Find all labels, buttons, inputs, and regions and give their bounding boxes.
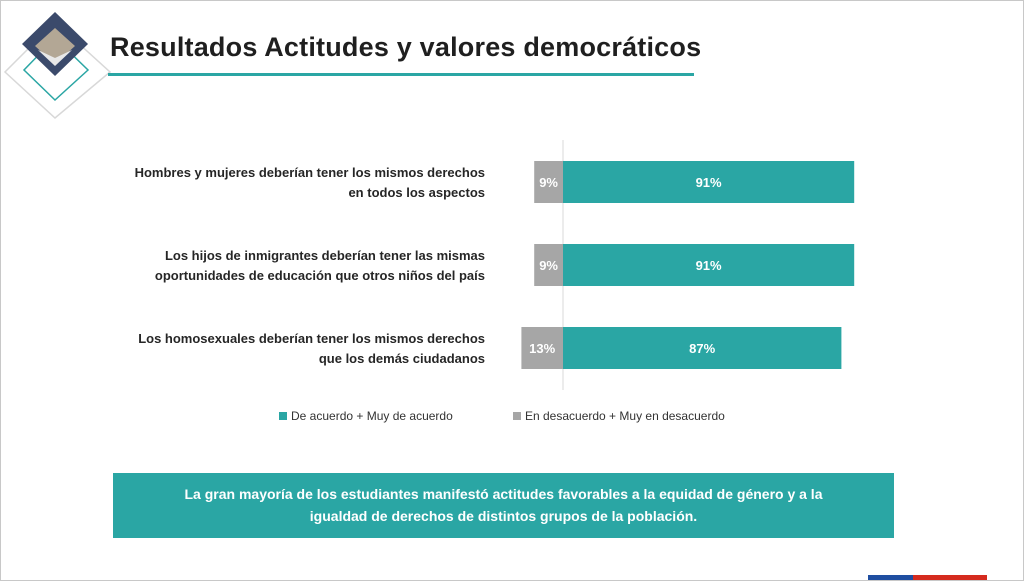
bar-label-disagree: 13% xyxy=(529,341,555,356)
bar-disagree xyxy=(534,161,563,203)
category-label: Los hijos de inmigrantes deberían tener … xyxy=(155,248,485,283)
legend-label-agree: De acuerdo + Muy de acuerdo xyxy=(291,409,453,423)
bar-label-agree: 87% xyxy=(689,341,715,356)
title-underline xyxy=(108,73,694,76)
category-label-line: Los homosexuales deberían tener los mism… xyxy=(138,331,485,346)
bar-label-agree: 91% xyxy=(696,175,722,190)
bar-label-disagree: 9% xyxy=(539,175,558,190)
flag-stripe-blue xyxy=(868,575,913,580)
diverging-bar-chart: Hombres y mujeres deberían tener los mis… xyxy=(135,140,855,390)
bar-disagree xyxy=(534,244,563,286)
page-title: Resultados Actitudes y valores democráti… xyxy=(110,32,702,62)
bar-disagree xyxy=(521,327,563,369)
legend-swatch-disagree xyxy=(513,412,521,420)
category-label: Hombres y mujeres deberían tener los mis… xyxy=(135,165,485,200)
category-label-line: oportunidades de educación que otros niñ… xyxy=(155,268,485,283)
bar-agree xyxy=(563,161,855,203)
category-label-line: en todos los aspectos xyxy=(348,185,485,200)
flag-stripe-red xyxy=(913,575,987,580)
bar-agree xyxy=(563,244,855,286)
photo-paper xyxy=(38,50,72,66)
category-label: Los homosexuales deberían tener los mism… xyxy=(138,331,485,366)
header-decoration xyxy=(3,12,112,119)
bar-agree xyxy=(563,327,842,369)
diamond-outline-teal xyxy=(22,36,90,102)
bar-label-agree: 91% xyxy=(696,258,722,273)
legend-item-disagree: En desacuerdo + Muy en desacuerdo xyxy=(513,409,725,423)
legend-label-disagree: En desacuerdo + Muy en desacuerdo xyxy=(525,409,725,423)
legend-item-agree: De acuerdo + Muy de acuerdo xyxy=(279,409,453,423)
category-label-line: Los hijos de inmigrantes deberían tener … xyxy=(165,248,485,263)
legend-swatch-agree xyxy=(279,412,287,420)
category-label-line: que los demás ciudadanos xyxy=(319,351,485,366)
bar-label-disagree: 9% xyxy=(539,258,558,273)
conclusion-callout: La gran mayoría de los estudiantes manif… xyxy=(113,473,894,538)
category-label-line: Hombres y mujeres deberían tener los mis… xyxy=(135,165,485,180)
callout-line-1: La gran mayoría de los estudiantes manif… xyxy=(184,486,823,502)
diamond-outline-outer xyxy=(3,20,112,119)
callout-line-2: igualdad de derechos de distintos grupos… xyxy=(309,508,698,524)
